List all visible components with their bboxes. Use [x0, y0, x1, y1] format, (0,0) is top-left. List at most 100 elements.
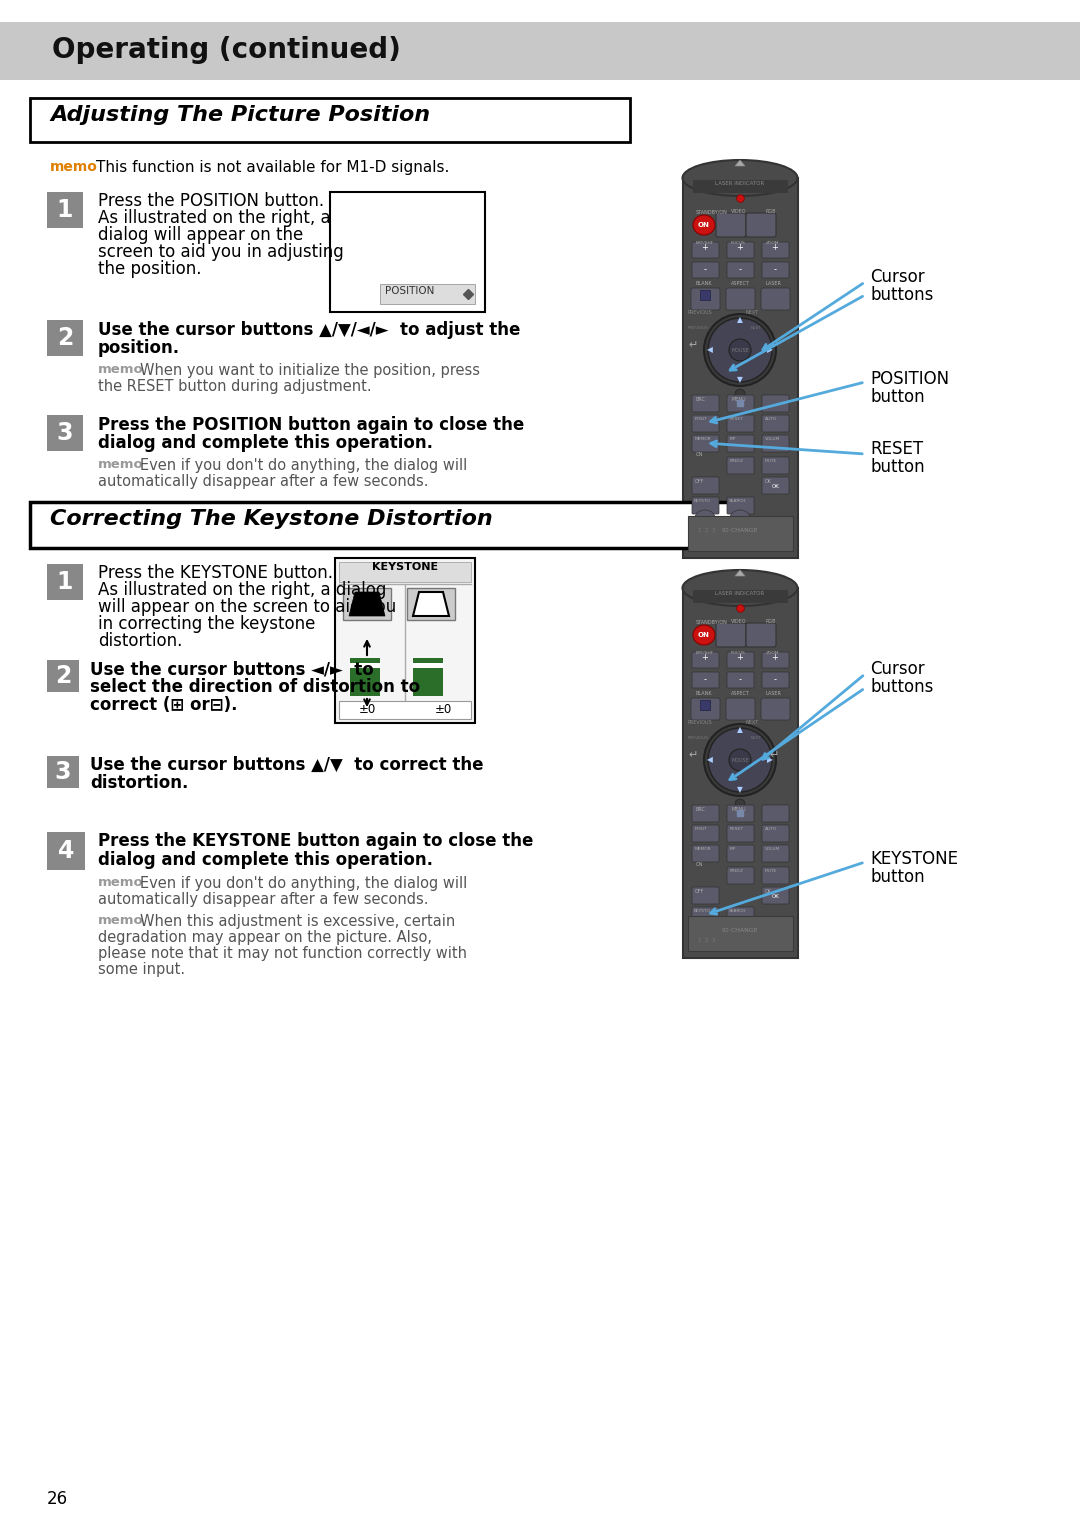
FancyBboxPatch shape	[762, 457, 789, 473]
Text: BLANK: BLANK	[696, 692, 713, 696]
Bar	[693, 589, 788, 603]
Bar	[30, 502, 740, 548]
Text: When you want to initialize the position, press: When you want to initialize the position…	[140, 363, 480, 379]
Bar	[693, 180, 788, 192]
Text: dialog and complete this operation.: dialog and complete this operation.	[98, 851, 433, 869]
FancyBboxPatch shape	[692, 825, 719, 841]
FancyBboxPatch shape	[762, 263, 789, 278]
Text: As illustrated on the right, a dialog: As illustrated on the right, a dialog	[98, 580, 387, 599]
Text: Operating (continued): Operating (continued)	[52, 37, 401, 64]
Bar	[330, 192, 485, 312]
Text: distortion.: distortion.	[98, 632, 183, 651]
Text: PiP: PiP	[730, 437, 737, 441]
Text: FOCUS: FOCUS	[731, 241, 746, 244]
Text: Adjusting The Picture Position: Adjusting The Picture Position	[50, 105, 430, 125]
FancyBboxPatch shape	[762, 476, 789, 495]
Text: ▲: ▲	[737, 316, 743, 325]
Text: Cursor: Cursor	[870, 269, 924, 286]
Text: This function is not available for M1-D signals.: This function is not available for M1-D …	[96, 160, 449, 176]
Text: ±0: ±0	[434, 702, 451, 716]
Bar	[48, 563, 83, 600]
Text: MOUSE: MOUSE	[731, 348, 748, 353]
FancyBboxPatch shape	[692, 263, 719, 278]
Bar	[683, 588, 798, 957]
Text: KEYSTO: KEYSTO	[694, 499, 711, 502]
Text: +: +	[702, 243, 708, 252]
Text: RESET: RESET	[870, 440, 923, 458]
Text: ↵: ↵	[769, 750, 779, 760]
Text: RGB: RGB	[766, 618, 777, 625]
Text: -: -	[739, 266, 742, 275]
Text: Even if you don't do anything, the dialog will: Even if you don't do anything, the dialo…	[140, 458, 468, 473]
Text: AUTO: AUTO	[765, 828, 778, 831]
Text: STANDBY/ON: STANDBY/ON	[696, 618, 728, 625]
FancyBboxPatch shape	[692, 805, 719, 822]
Bar	[350, 663, 380, 667]
Text: 4: 4	[58, 838, 75, 863]
Text: -: -	[773, 266, 777, 275]
Bar	[407, 588, 455, 620]
FancyBboxPatch shape	[692, 907, 719, 924]
Text: -: -	[739, 675, 742, 684]
FancyBboxPatch shape	[762, 395, 789, 412]
FancyBboxPatch shape	[692, 241, 719, 258]
Text: +: +	[771, 654, 779, 663]
FancyBboxPatch shape	[692, 887, 719, 904]
Text: NEXT: NEXT	[751, 736, 761, 741]
FancyBboxPatch shape	[761, 698, 789, 721]
FancyBboxPatch shape	[762, 241, 789, 258]
Text: 1  2  3: 1 2 3	[698, 938, 715, 944]
Text: +: +	[737, 654, 743, 663]
FancyBboxPatch shape	[762, 672, 789, 689]
Text: VOLUM: VOLUM	[765, 847, 780, 851]
Text: RESET: RESET	[730, 828, 744, 831]
Bar	[48, 756, 79, 788]
Text: memo: memo	[98, 915, 144, 927]
Bar	[339, 562, 471, 582]
Bar	[48, 660, 79, 692]
Text: ON: ON	[696, 863, 703, 867]
Text: +: +	[737, 243, 743, 252]
FancyBboxPatch shape	[727, 241, 754, 258]
Text: screen to aid you in adjusting: screen to aid you in adjusting	[98, 243, 343, 261]
Text: ▼: ▼	[737, 376, 743, 385]
Bar	[30, 98, 630, 142]
FancyBboxPatch shape	[727, 652, 754, 667]
Text: 3: 3	[55, 760, 71, 783]
Ellipse shape	[693, 215, 715, 235]
Polygon shape	[349, 592, 384, 615]
Bar	[413, 663, 443, 667]
Text: Cursor: Cursor	[870, 660, 924, 678]
Polygon shape	[413, 592, 449, 615]
Bar	[48, 192, 83, 228]
Text: Press the KEYSTONE button.: Press the KEYSTONE button.	[98, 563, 333, 582]
Text: memo: memo	[98, 876, 144, 889]
Text: SEARCH: SEARCH	[729, 909, 746, 913]
FancyBboxPatch shape	[762, 887, 789, 904]
Text: Correcting The Keystone Distortion: Correcting The Keystone Distortion	[50, 508, 492, 528]
Text: BRC: BRC	[696, 806, 706, 812]
Text: -: -	[703, 675, 706, 684]
Bar	[380, 284, 475, 304]
Text: button: button	[870, 388, 924, 406]
Text: POSITION: POSITION	[384, 286, 434, 296]
FancyBboxPatch shape	[727, 867, 754, 884]
FancyBboxPatch shape	[691, 698, 720, 721]
Text: PiP: PiP	[730, 847, 737, 851]
Text: ◀: ◀	[707, 345, 713, 354]
FancyBboxPatch shape	[727, 672, 754, 689]
Text: OK: OK	[765, 889, 772, 893]
Text: KEYSTO: KEYSTO	[694, 909, 711, 913]
Bar	[339, 701, 471, 719]
Bar	[335, 557, 475, 722]
FancyBboxPatch shape	[762, 415, 789, 432]
Ellipse shape	[696, 510, 715, 525]
Text: dialog and complete this operation.: dialog and complete this operation.	[98, 434, 433, 452]
Text: Use the cursor buttons ◄/►  to: Use the cursor buttons ◄/► to	[90, 660, 374, 678]
Text: memo: memo	[50, 160, 98, 174]
Text: MENU: MENU	[731, 397, 745, 402]
FancyBboxPatch shape	[727, 263, 754, 278]
Ellipse shape	[729, 750, 751, 771]
Text: ↵: ↵	[688, 750, 698, 760]
Text: some input.: some input.	[98, 962, 185, 977]
